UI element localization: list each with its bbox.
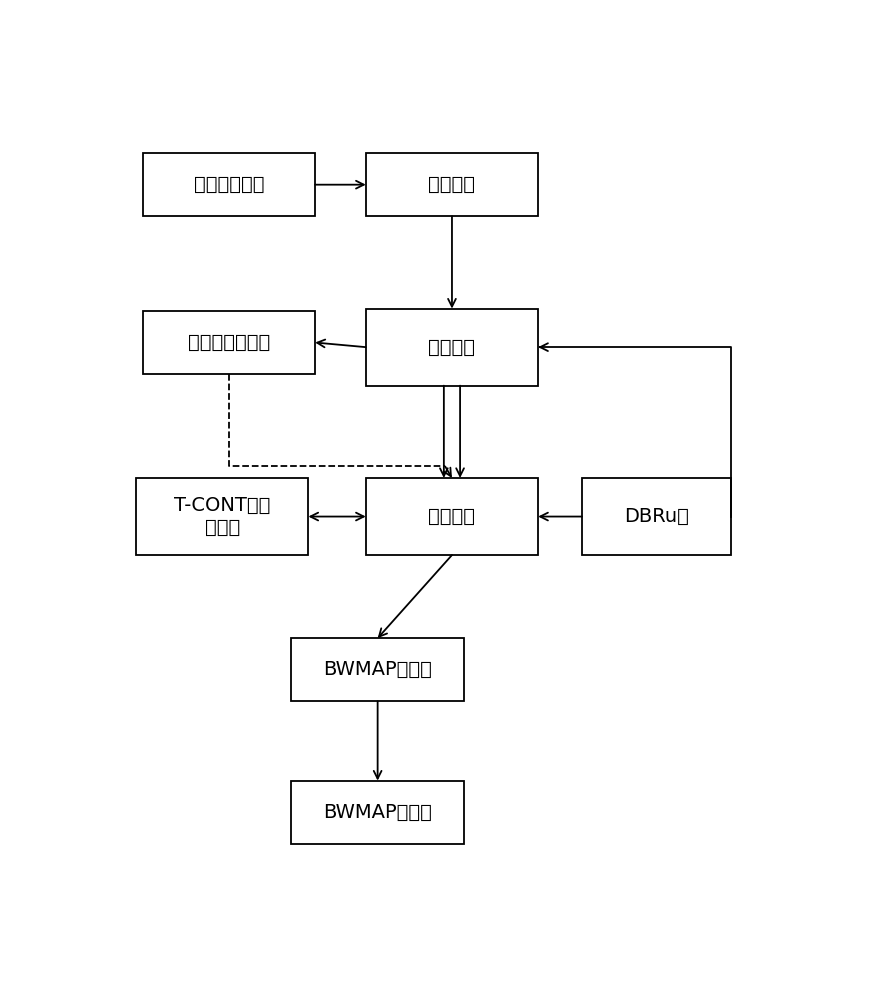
Bar bbox=[582, 478, 731, 555]
Text: BWMAP表配置: BWMAP表配置 bbox=[324, 660, 432, 679]
Text: 带宽分配: 带宽分配 bbox=[428, 507, 475, 526]
Bar bbox=[366, 309, 538, 386]
Bar bbox=[366, 153, 538, 216]
Text: 带宽预测: 带宽预测 bbox=[428, 338, 475, 357]
Text: BWMAP表发送: BWMAP表发送 bbox=[324, 803, 432, 822]
Bar bbox=[143, 311, 315, 374]
Bar bbox=[143, 153, 315, 216]
Text: 流量统计: 流量统计 bbox=[428, 175, 475, 194]
Bar bbox=[366, 478, 538, 555]
Bar bbox=[136, 478, 309, 555]
Bar bbox=[291, 638, 464, 701]
Text: T-CONT流量
策略表: T-CONT流量 策略表 bbox=[174, 496, 270, 537]
Text: 令牌桶流量控制: 令牌桶流量控制 bbox=[187, 333, 270, 352]
Text: DBRu表: DBRu表 bbox=[624, 507, 689, 526]
Text: 调度周期控制: 调度周期控制 bbox=[194, 175, 264, 194]
Bar bbox=[291, 781, 464, 844]
